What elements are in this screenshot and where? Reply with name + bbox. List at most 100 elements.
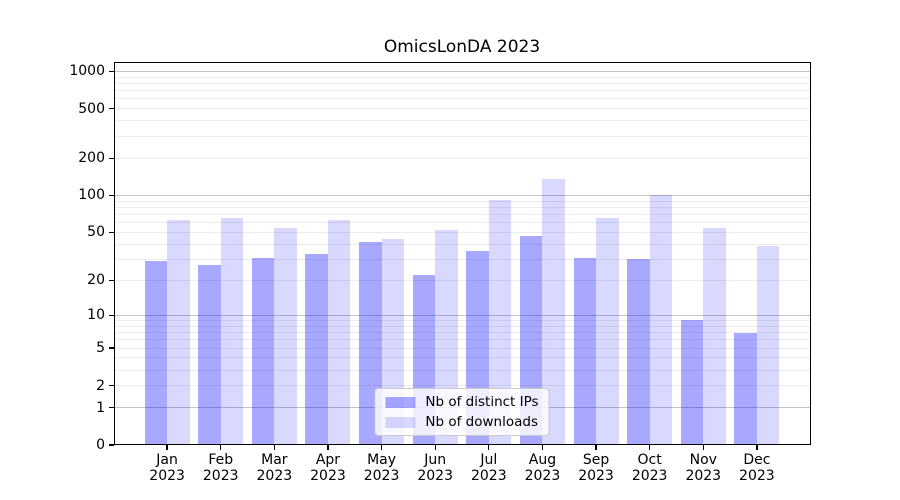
y-tick-mark	[109, 444, 114, 446]
x-tick-label-month: Apr	[315, 452, 341, 468]
y-tick-label: 2	[96, 377, 105, 394]
y-tick-label: 200	[78, 150, 105, 167]
y-tick-label: 5	[96, 340, 105, 357]
x-tick-mark	[434, 445, 436, 450]
x-tick-label-month: Dec	[743, 452, 771, 468]
x-tick-label: Feb 2023	[203, 452, 239, 484]
y-tick-label: 100	[78, 187, 105, 204]
x-tick-mark	[488, 445, 490, 450]
legend-swatch-downloads	[385, 416, 416, 428]
x-tick-mark	[380, 445, 383, 450]
gridlines-layer	[113, 62, 811, 446]
gridline-minor	[113, 339, 811, 341]
gridline-minor	[113, 135, 811, 137]
bar-distinct-ips	[734, 332, 757, 445]
gridline-major	[113, 70, 811, 72]
bar-distinct-ips	[251, 257, 275, 445]
bar-downloads	[327, 220, 351, 445]
y-tick-label: 10	[87, 307, 105, 324]
bar-downloads	[649, 195, 673, 445]
gridline-minor	[113, 90, 811, 92]
y-tick-mark	[109, 70, 114, 72]
y-tick-mark	[109, 406, 114, 409]
x-tick-label-month: Nov	[689, 452, 717, 468]
x-tick-mark	[220, 445, 222, 450]
x-tick-label: Mar 2023	[257, 452, 293, 484]
x-tick-label-month: May	[367, 452, 397, 468]
y-tick-label: 20	[87, 272, 105, 289]
gridline-minor	[113, 258, 811, 260]
bar-downloads	[542, 178, 565, 445]
x-tick-label-month: Aug	[528, 452, 557, 468]
x-tick-label-year: 2023	[685, 468, 722, 484]
bar-downloads	[274, 228, 297, 445]
bar-distinct-ips	[573, 257, 597, 445]
gridline-minor	[113, 120, 811, 122]
y-tick-mark	[109, 157, 114, 159]
gridline-minor	[113, 222, 811, 224]
legend-entry-downloads: Nb of downloads	[385, 414, 538, 430]
gridline-minor	[113, 325, 811, 327]
x-tick-label: Jun 2023	[417, 452, 453, 484]
x-tick-label-year: 2023	[417, 468, 454, 484]
legend-label-distinct-ips: Nb of distinct IPs	[425, 394, 539, 410]
y-tick-mark	[109, 108, 114, 110]
gridline-minor	[113, 82, 811, 84]
x-tick-label-year: 2023	[202, 468, 239, 484]
y-tick-label: 0	[96, 437, 105, 453]
x-tick-label-year: 2023	[739, 468, 775, 484]
gridline-minor	[113, 243, 811, 245]
x-tick-label-year: 2023	[310, 468, 346, 484]
x-tick-mark	[595, 445, 597, 450]
legend: Nb of distinct IPs Nb of downloads	[374, 388, 550, 436]
x-tick-label-year: 2023	[363, 468, 400, 484]
x-tick-label-year: 2023	[149, 468, 185, 484]
y-tick-mark	[109, 231, 114, 233]
x-tick-mark	[273, 445, 275, 450]
gridline-minor	[113, 157, 811, 159]
x-tick-label-month: Oct	[637, 452, 662, 468]
x-tick-label-month: Jul	[480, 452, 498, 468]
bar-downloads	[703, 228, 726, 445]
gridline-minor	[113, 357, 811, 359]
gridline-minor	[113, 206, 811, 208]
x-tick-label: May 2023	[364, 452, 400, 484]
x-tick-label: Apr 2023	[310, 452, 346, 484]
gridline-minor	[113, 213, 811, 215]
legend-label-downloads: Nb of downloads	[425, 414, 538, 430]
x-tick-label-month: Feb	[208, 452, 234, 468]
gridline-major	[113, 194, 811, 196]
bar-distinct-ips	[144, 261, 168, 445]
bar-downloads	[488, 199, 512, 445]
y-tick-mark	[109, 194, 114, 197]
legend-swatch-distinct-ips	[385, 396, 416, 408]
y-tick-label: 1	[96, 399, 105, 416]
bar-downloads	[596, 217, 619, 445]
x-tick-label-year: 2023	[256, 468, 293, 484]
y-tick-label: 1000	[69, 63, 105, 80]
bar-distinct-ips	[198, 264, 221, 445]
gridline-minor	[113, 369, 811, 371]
bar-distinct-ips	[305, 254, 328, 445]
x-tick-label-month: Jan	[156, 452, 178, 468]
bar-downloads	[167, 220, 190, 445]
x-tick-label-month: Jun	[424, 452, 447, 468]
gridline-minor	[113, 385, 811, 387]
y-tick-mark	[109, 314, 114, 316]
x-tick-label-year: 2023	[578, 468, 614, 484]
gridline-minor	[113, 332, 811, 334]
x-tick-label: Jul 2023	[471, 452, 507, 484]
x-tick-label: Oct 2023	[632, 452, 668, 484]
x-tick-label: Nov 2023	[685, 452, 721, 484]
y-tick-label: 50	[87, 224, 105, 241]
legend-entry-distinct-ips: Nb of distinct IPs	[385, 394, 539, 410]
plot-area: Nb of distinct IPs Nb of downloads	[113, 61, 811, 446]
gridline-minor	[113, 231, 811, 233]
gridline-minor	[113, 98, 811, 100]
x-tick-label-year: 2023	[631, 468, 668, 484]
x-tick-label: Aug 2023	[525, 452, 561, 484]
x-tick-mark	[756, 445, 758, 450]
chart-title: OmicsLonDA 2023	[383, 37, 541, 57]
x-tick-mark	[327, 445, 329, 450]
